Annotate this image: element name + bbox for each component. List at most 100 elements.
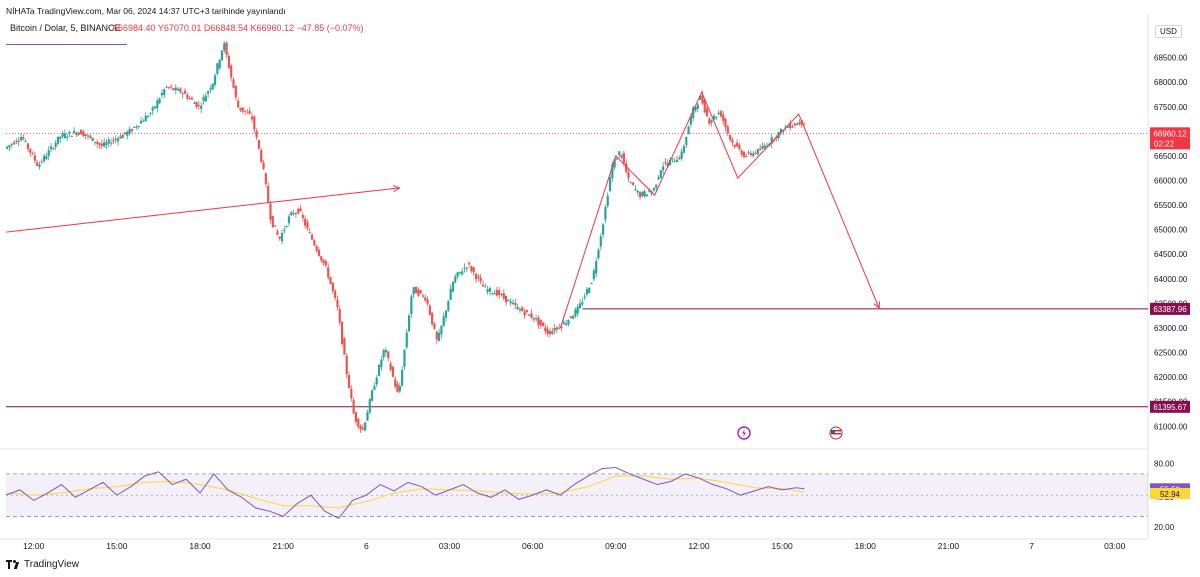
candle-body <box>149 112 152 114</box>
candle-body <box>329 277 332 284</box>
candle-body <box>243 110 247 112</box>
candle-body <box>75 132 78 135</box>
x-tick-label: 7 <box>1029 541 1034 551</box>
candle-body <box>729 135 732 140</box>
candle-body <box>583 296 586 298</box>
candle-body <box>798 122 801 125</box>
candle-body <box>140 120 143 124</box>
candle-body <box>643 191 646 197</box>
candle-body <box>119 136 122 139</box>
zigzag-projection[interactable] <box>559 90 880 329</box>
candle-body <box>290 212 293 216</box>
candle-body <box>112 140 115 142</box>
candle-body <box>458 271 461 273</box>
candle-body <box>486 289 489 292</box>
candle-body <box>202 97 205 101</box>
rsi-line[interactable] <box>5 467 805 520</box>
candle-body <box>421 295 425 297</box>
tradingview-logo[interactable]: TradingView <box>6 559 79 570</box>
candle-body <box>548 331 552 335</box>
candle-body <box>717 112 720 115</box>
candle-body <box>648 189 651 192</box>
candle-body <box>477 276 480 278</box>
candle-body <box>273 225 277 227</box>
candle-body <box>689 116 692 125</box>
candle-body <box>310 234 314 240</box>
candle-body <box>170 86 173 88</box>
candle-body <box>158 98 161 104</box>
candle-body <box>682 146 686 153</box>
candle-body <box>301 215 304 219</box>
candle-body <box>655 184 658 188</box>
candle-body <box>56 136 60 144</box>
candle-body <box>754 152 757 154</box>
candle-body <box>84 133 87 136</box>
candle-body <box>163 89 166 96</box>
rsi-tick-label: 80.00 <box>1154 459 1175 468</box>
candle-body <box>668 159 672 166</box>
candle-body <box>79 129 83 135</box>
candle-body <box>133 126 136 128</box>
candle-body <box>271 215 274 228</box>
candle-body <box>232 79 235 88</box>
candle-body <box>160 92 164 96</box>
candle-body <box>230 65 233 78</box>
candle-body <box>500 293 503 295</box>
candle-body <box>366 412 369 421</box>
candle-body <box>389 363 392 370</box>
x-tick-label: 21:00 <box>938 541 960 551</box>
candle-body <box>396 383 399 393</box>
candle-body <box>747 152 750 154</box>
candle-body <box>253 116 256 130</box>
candle-body <box>216 63 219 74</box>
x-tick-label: 6 <box>364 541 369 551</box>
candle-body <box>410 296 413 314</box>
candle-body <box>186 94 189 99</box>
candle-body <box>632 182 635 185</box>
candle-body <box>629 182 632 184</box>
candle-body <box>153 106 157 109</box>
candle-body <box>167 87 170 89</box>
candle-body <box>535 318 538 320</box>
candle-body <box>306 222 309 229</box>
candle-body <box>530 313 533 319</box>
candle-body <box>237 100 240 108</box>
symbol-title[interactable]: Bitcoin / Dolar, 5, BINANCE <box>10 23 121 33</box>
candle-body <box>12 142 16 145</box>
y-tick-label: 65500.00 <box>1154 201 1188 210</box>
candle-body <box>604 207 607 220</box>
candle-body <box>738 144 741 150</box>
flash-event-icon[interactable] <box>737 426 751 440</box>
candle-body <box>602 224 605 235</box>
candle-body <box>193 102 196 104</box>
candle-body <box>73 130 76 134</box>
candle-body <box>802 123 806 125</box>
candle-body <box>618 151 621 156</box>
candle-body <box>516 306 519 309</box>
candle-body <box>10 143 13 145</box>
currency-label[interactable]: USD <box>1155 25 1182 38</box>
candle-body <box>511 302 515 304</box>
candle-body <box>368 399 371 413</box>
candle-body <box>796 123 799 126</box>
candle-body <box>207 91 210 94</box>
candle-body <box>481 284 485 287</box>
candle-body <box>264 173 267 185</box>
candle-body <box>43 155 46 162</box>
trend-arrow-line[interactable] <box>5 187 400 233</box>
candle-body <box>126 131 129 136</box>
candle-body <box>336 299 339 307</box>
candle-body <box>401 369 404 386</box>
candle-body <box>588 288 591 294</box>
candle-body <box>371 390 374 401</box>
candle-body <box>703 99 706 113</box>
candle-body <box>204 95 207 102</box>
candle-body <box>327 267 330 278</box>
flag-stripe <box>831 433 841 435</box>
candle-body <box>82 131 85 137</box>
x-tick-label: 12:00 <box>688 541 710 551</box>
candle-body <box>15 140 18 143</box>
candle-body <box>405 332 408 348</box>
x-tick-label: 03:00 <box>439 541 461 551</box>
